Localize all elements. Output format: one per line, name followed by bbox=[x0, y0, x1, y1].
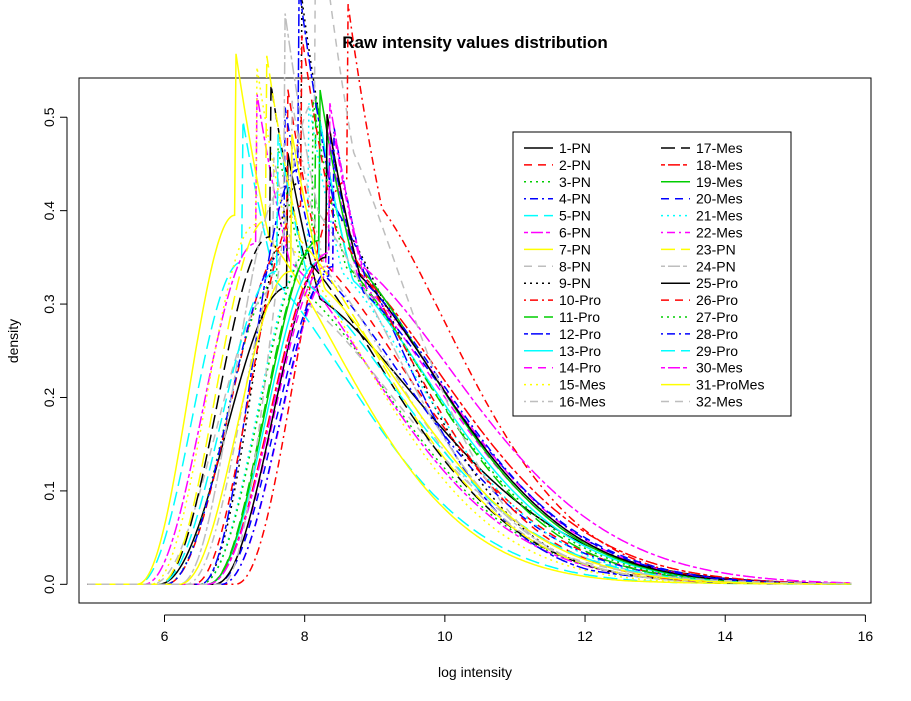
chart-title: Raw intensity values distribution bbox=[342, 33, 607, 52]
x-tick-label: 14 bbox=[717, 628, 733, 644]
legend-entry: 14-Pro bbox=[559, 360, 601, 376]
legend-entry: 23-PN bbox=[696, 241, 736, 257]
x-tick-label: 12 bbox=[577, 628, 593, 644]
legend-entry: 12-Pro bbox=[559, 326, 601, 342]
y-tick-label: 0.4 bbox=[41, 201, 57, 221]
x-tick-label: 16 bbox=[858, 628, 874, 644]
legend-entry: 15-Mes bbox=[559, 377, 606, 393]
y-tick-label: 0.2 bbox=[41, 388, 57, 408]
y-axis: 0.0 0.1 0.2 0.3 0.4 0.5 bbox=[41, 107, 68, 594]
series-line-17 bbox=[87, 84, 852, 586]
series-line-32 bbox=[87, 0, 852, 586]
y-axis-label: density bbox=[5, 319, 21, 363]
legend-entry: 6-PN bbox=[559, 225, 591, 241]
legend-entry: 32-Mes bbox=[696, 394, 743, 410]
series-line-9 bbox=[87, 0, 852, 586]
x-axis-label: log intensity bbox=[438, 664, 512, 680]
legend-entry: 9-PN bbox=[559, 275, 591, 291]
legend-entry: 13-Pro bbox=[559, 343, 601, 359]
legend-entry: 25-Pro bbox=[696, 275, 738, 291]
x-tick-label: 8 bbox=[301, 628, 309, 644]
series-line-6 bbox=[87, 93, 852, 586]
series-line-3 bbox=[87, 147, 852, 586]
legend-entry: 5-PN bbox=[559, 208, 591, 224]
legend: 1-PN2-PN3-PN4-PN5-PN6-PN7-PN8-PN9-PN10-P… bbox=[512, 131, 792, 417]
x-tick-label: 10 bbox=[437, 628, 453, 644]
legend-entry: 11-Pro bbox=[559, 309, 600, 325]
legend-entry: 4-PN bbox=[559, 191, 591, 207]
legend-entry: 20-Mes bbox=[696, 191, 743, 207]
x-tick-label: 6 bbox=[161, 628, 169, 644]
legend-entry: 10-Pro bbox=[559, 292, 601, 308]
x-axis: 6 8 10 12 14 16 bbox=[161, 614, 874, 644]
series-curves bbox=[87, 0, 852, 586]
y-tick-label: 0.5 bbox=[41, 107, 57, 127]
legend-entry: 18-Mes bbox=[696, 157, 743, 173]
legend-entry: 22-Mes bbox=[696, 225, 743, 241]
legend-entry: 8-PN bbox=[559, 258, 591, 274]
series-line-30 bbox=[87, 103, 852, 586]
legend-entry: 31-ProMes bbox=[696, 377, 764, 393]
legend-entry: 27-Pro bbox=[696, 309, 738, 325]
legend-entry: 1-PN bbox=[559, 140, 591, 156]
y-tick-label: 0.0 bbox=[41, 574, 57, 594]
legend-entry: 19-Mes bbox=[696, 174, 743, 190]
legend-box bbox=[512, 131, 792, 417]
legend-entry: 17-Mes bbox=[696, 140, 743, 156]
series-line-26 bbox=[87, 35, 852, 586]
legend-entry: 16-Mes bbox=[559, 394, 606, 410]
legend-entry: 2-PN bbox=[559, 157, 591, 173]
legend-entry: 26-Pro bbox=[696, 292, 738, 308]
y-tick-label: 0.3 bbox=[41, 294, 57, 314]
legend-entry: 21-Mes bbox=[696, 208, 743, 224]
plot-frame bbox=[78, 77, 872, 604]
legend-entry: 29-Pro bbox=[696, 343, 738, 359]
legend-entry: 3-PN bbox=[559, 174, 591, 190]
legend-entry: 28-Pro bbox=[696, 326, 738, 342]
y-tick-label: 0.1 bbox=[41, 481, 57, 501]
legend-entry: 7-PN bbox=[559, 241, 591, 257]
series-line-31 bbox=[87, 134, 852, 586]
legend-entry: 30-Mes bbox=[696, 360, 743, 376]
legend-entry: 24-PN bbox=[696, 258, 736, 274]
